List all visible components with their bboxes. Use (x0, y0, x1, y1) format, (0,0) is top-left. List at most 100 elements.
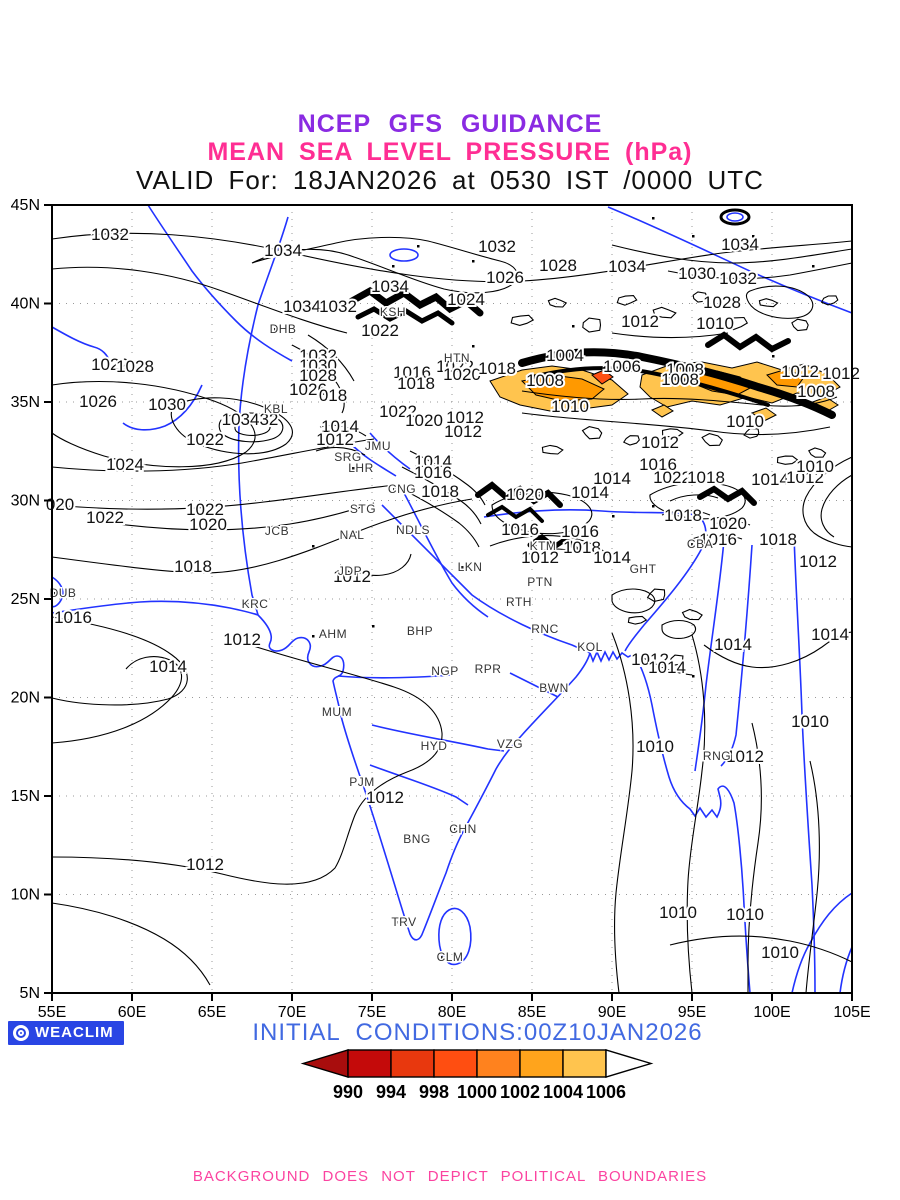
orange-patch (650, 404, 674, 418)
city-marker (461, 566, 464, 569)
contour-line (51, 380, 256, 468)
contour-line (711, 520, 751, 526)
contour-line (805, 760, 820, 994)
y-tick-label: 10N (11, 887, 40, 904)
city-marker (534, 545, 537, 548)
city-label: AHM (319, 627, 347, 641)
ridge-hatch (697, 485, 757, 506)
city-label: CNG (388, 482, 416, 496)
city-label: NDLS (396, 523, 430, 537)
city-label: PJM (349, 775, 375, 789)
contour-label: 020 (46, 495, 74, 514)
contour-line (409, 450, 486, 506)
city-label: RNG (703, 749, 731, 763)
contour-label: 1018 (397, 374, 435, 393)
contour-line (669, 935, 853, 963)
river (589, 650, 635, 664)
contour-label: 1020 (506, 485, 544, 504)
contour-line (51, 640, 443, 885)
ridge-hatch (705, 331, 791, 353)
initial-conditions-text: INITIAL CONDITIONS:00Z10JAN2026 (252, 1019, 703, 1046)
river (51, 326, 111, 364)
contour-label: 1016 (639, 455, 677, 474)
contour-label: 1014 (321, 417, 359, 436)
contour-label: 1010 (659, 903, 697, 922)
contour-label: 1022 (86, 508, 124, 527)
contour-label: 1012 (223, 630, 261, 649)
river (438, 907, 472, 966)
contour-label: 1016 (393, 363, 431, 382)
contour-line (611, 632, 634, 994)
title-valid-time: VALID For: 18JAN2026 at 0530 IST /0000 U… (136, 165, 764, 195)
station-dot (652, 505, 655, 508)
city-marker (328, 711, 331, 714)
contour-loop (627, 615, 648, 625)
river (633, 653, 751, 994)
city-marker (531, 581, 534, 584)
y-tick-label: 20N (11, 690, 40, 707)
contour-loop (758, 298, 779, 308)
logo-text: WEACLIM (35, 1024, 114, 1041)
colorbar-segment (562, 1049, 607, 1078)
city-label: LKN (458, 560, 483, 574)
contour-line (661, 509, 711, 516)
contour-loop (622, 435, 640, 446)
x-tick-label: 95E (678, 1004, 706, 1021)
colorbar-left-arrow (300, 1049, 349, 1078)
y-tick-label: 35N (11, 394, 40, 411)
contour-label: 1032 (319, 297, 357, 316)
city-label: HYD (421, 739, 448, 753)
city-marker (436, 670, 439, 673)
contour-label: 1014 (593, 469, 631, 488)
contour-label: 1022 (361, 321, 399, 340)
weaclim-logo: WEACLIM (8, 1021, 124, 1045)
contour-loop (701, 433, 723, 447)
contour-label: 1012 (822, 364, 860, 383)
contour-label: 1016 (414, 463, 452, 482)
contour-line (51, 484, 397, 510)
city-label: CBA (687, 537, 713, 551)
city-marker (246, 603, 249, 606)
river (694, 539, 725, 772)
city-label: RPR (475, 662, 502, 676)
city-label: RNC (531, 622, 559, 636)
x-tick-label: 70E (278, 1004, 306, 1021)
x-tick-label: 75E (358, 1004, 386, 1021)
contour-label: 1022 (186, 500, 224, 519)
contour-label: 1020 (443, 365, 481, 384)
orange-patch (520, 374, 605, 402)
contour-line (686, 634, 706, 994)
river (349, 442, 397, 477)
x-tick-label: 80E (438, 1004, 466, 1021)
city-marker (510, 601, 513, 604)
contour-label: 1014 (571, 483, 609, 502)
contour-label: 1008 (666, 360, 704, 379)
contour-label: 1024 (447, 290, 485, 309)
station-dot (312, 635, 315, 638)
river (839, 946, 853, 994)
contour-label: 1028 (539, 256, 577, 275)
contour-label: 1010 (726, 412, 764, 431)
y-tick-label: 45N (11, 197, 40, 214)
city-marker (708, 755, 711, 758)
contour-line (51, 656, 183, 744)
city-label: CLM (437, 950, 464, 964)
river (509, 672, 559, 698)
contour-label: 1018 (174, 557, 212, 576)
city-label: KTM (530, 539, 557, 553)
contour-label: 1032 (719, 269, 757, 288)
contour-label: 1006 (603, 357, 641, 376)
contour-label: 1004 (546, 346, 584, 365)
contour-label: 1012 (521, 548, 559, 567)
station-dot (752, 235, 755, 238)
station-dot (472, 260, 475, 263)
river (793, 534, 816, 994)
river (483, 509, 707, 652)
contour-label: 1010 (551, 397, 589, 416)
city-label: SRG (334, 450, 362, 464)
y-tick-label: 5N (20, 985, 40, 1002)
contour-label: 1022 (436, 357, 474, 376)
lake (389, 248, 419, 262)
contour-loop (582, 317, 602, 333)
